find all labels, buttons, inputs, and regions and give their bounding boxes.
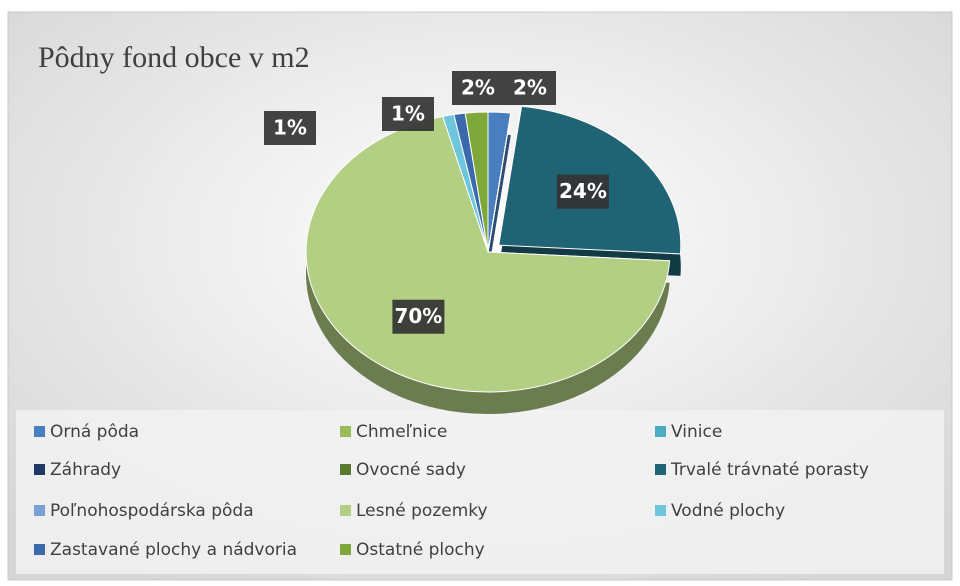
data-label: 2%: [461, 76, 495, 100]
pie-slice: [464, 111, 489, 253]
data-label: 1%: [391, 102, 425, 126]
data-label: 70%: [394, 304, 442, 328]
legend-swatch: [340, 464, 351, 475]
legend-swatch: [34, 426, 45, 437]
legend-label: Zastavané plochy a nádvoria: [50, 540, 297, 560]
legend-label: Ovocné sady: [356, 460, 466, 480]
legend-swatch: [655, 505, 666, 516]
data-label-box: [382, 97, 434, 131]
legend-label: Ostatné plochy: [356, 540, 485, 560]
data-label-box: [504, 71, 556, 105]
legend-swatch: [34, 544, 45, 555]
legend-label: Poľnohospodárska pôda: [50, 501, 254, 521]
legend-swatch: [655, 426, 666, 437]
chart-title: Pôdny fond obce v m2: [38, 41, 310, 74]
data-label-box: [452, 71, 504, 105]
data-label: 24%: [559, 179, 607, 203]
legend-label: Vinice: [671, 422, 722, 442]
data-label-box: [556, 174, 609, 209]
data-label: 1%: [273, 116, 307, 140]
legend-swatch: [340, 544, 351, 555]
legend-swatch: [340, 426, 351, 437]
legend-area: [16, 410, 944, 574]
data-label-box: [264, 111, 316, 145]
legend-label: Orná pôda: [50, 422, 139, 442]
legend-label: Lesné pozemky: [356, 501, 488, 521]
legend-label: Záhrady: [50, 460, 121, 480]
data-label: 2%: [513, 76, 547, 100]
legend-swatch: [655, 464, 666, 475]
legend-swatch: [340, 505, 351, 516]
pie-slice: [487, 113, 512, 253]
legend-swatch: [34, 464, 45, 475]
legend-swatch: [34, 505, 45, 516]
legend-label: Vodné plochy: [671, 501, 785, 521]
data-label-box: [392, 299, 445, 334]
legend-label: Chmeľnice: [356, 422, 447, 442]
legend-label: Trvalé trávnaté porasty: [670, 460, 869, 480]
